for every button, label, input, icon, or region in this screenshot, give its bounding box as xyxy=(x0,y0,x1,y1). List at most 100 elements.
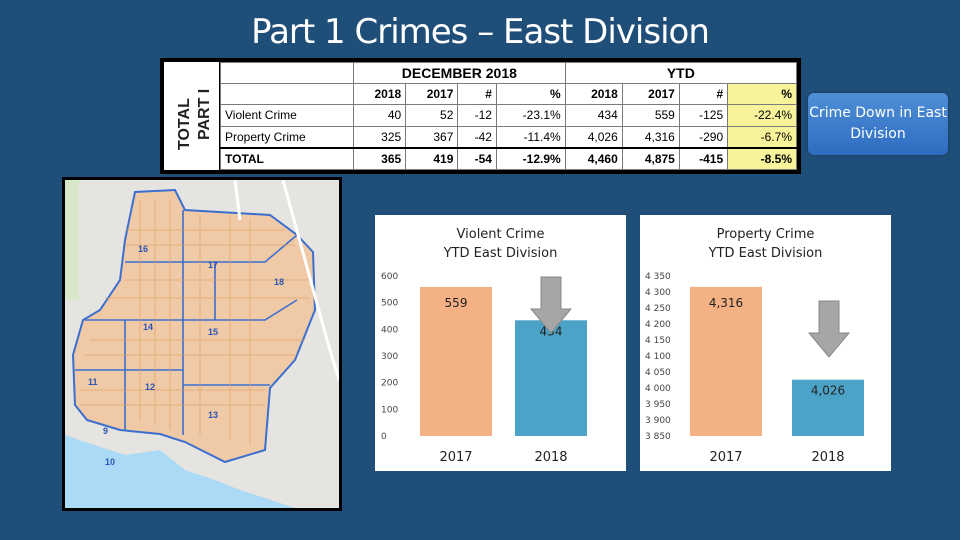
row-label: Property Crime xyxy=(220,125,354,149)
y-tick-label: 100 xyxy=(381,405,398,415)
table-cell: -54 xyxy=(457,146,497,170)
map-label-14: 14 xyxy=(143,322,153,332)
table-cell: -23.1% xyxy=(495,104,566,127)
table-cell: 365 xyxy=(352,146,407,170)
y-tick-label: 200 xyxy=(381,379,398,389)
table-cell: 4,316 xyxy=(621,125,680,149)
table-cell: -12 xyxy=(457,104,497,127)
map-label-11: 11 xyxy=(88,377,98,387)
table-cell: -290 xyxy=(678,125,729,149)
chart-title-line1: Property Crime xyxy=(716,227,815,242)
property-crime-chart: Property Crime YTD East Division 3 850 3 … xyxy=(640,215,891,471)
x-tick-label: 2018 xyxy=(534,450,567,465)
down-arrow-icon xyxy=(807,300,851,358)
y-tick-label: 400 xyxy=(381,325,398,335)
y-tick-label: 4 050 xyxy=(645,368,671,378)
crime-table-frame: TOTAL PART I DECEMBER 2018 YTD 2018 2017… xyxy=(160,58,801,174)
y-tick-label: 4 150 xyxy=(645,336,671,346)
y-tick-label: 4 200 xyxy=(645,320,671,330)
table-row: Violent Crime 40 52 -12 -23.1% 434 559 -… xyxy=(220,104,797,127)
y-tick-label: 3 900 xyxy=(645,416,671,426)
bar xyxy=(420,286,492,436)
page-title: Part 1 Crimes – East Division xyxy=(251,12,710,52)
map-label-12: 12 xyxy=(145,382,155,392)
property-crime-plot: 3 850 3 900 3 950 4 000 4 050 4 100 4 150 4 200… xyxy=(645,272,864,465)
table-cell: 4,460 xyxy=(564,146,623,170)
table-cell: 419 xyxy=(405,146,459,170)
bar xyxy=(515,320,587,436)
table-cell: -12.9% xyxy=(495,146,566,170)
table-cell: -22.4% xyxy=(727,104,797,127)
group-header-december: DECEMBER 2018 xyxy=(353,61,566,85)
x-tick-label: 2018 xyxy=(811,450,844,465)
column-header: % xyxy=(727,83,797,106)
table-row: Property Crime 325 367 -42 -11.4% 4,026 … xyxy=(220,125,797,149)
violent-crime-plot: 010020030040050060055920174342018 xyxy=(381,272,587,465)
vertical-label-total: TOTAL xyxy=(176,98,193,150)
chart-title: Property Crime YTD East Division xyxy=(640,225,891,263)
table-cell: -42 xyxy=(457,125,497,149)
callout-crime-down: Crime Down in East Division xyxy=(808,93,948,155)
y-tick-label: 3 950 xyxy=(645,400,671,410)
column-header: % xyxy=(495,83,566,106)
crime-table: DECEMBER 2018 YTD 2018 2017 # % 2018 201… xyxy=(220,61,798,170)
group-header-ytd: YTD xyxy=(564,61,798,85)
vertical-label-part: PART I xyxy=(196,88,213,140)
down-arrow-icon xyxy=(529,276,573,334)
chart-title-line2: YTD East Division xyxy=(443,246,558,261)
column-header: # xyxy=(457,83,497,106)
table-cell: -8.5% xyxy=(727,146,797,170)
column-header: 2017 xyxy=(405,83,459,106)
data-label: 4,026 xyxy=(811,384,845,398)
chart-title-line2: YTD East Division xyxy=(708,246,823,261)
table-row-total: TOTAL 365 419 -54 -12.9% 4,460 4,875 -41… xyxy=(220,146,797,170)
table-cell: 367 xyxy=(405,125,459,149)
y-tick-label: 4 300 xyxy=(645,288,671,298)
table-cell: 52 xyxy=(405,104,459,127)
column-header: 2017 xyxy=(621,83,680,106)
column-header: 2018 xyxy=(352,83,407,106)
map-label-16: 16 xyxy=(138,244,148,254)
chart-title: Violent Crime YTD East Division xyxy=(375,225,626,263)
y-tick-label: 4 000 xyxy=(645,384,671,394)
table-cell: -6.7% xyxy=(727,125,797,149)
map-label-15: 15 xyxy=(208,327,218,337)
table-cell: -125 xyxy=(678,104,729,127)
y-tick-label: 4 250 xyxy=(645,304,671,314)
table-cell: 4,875 xyxy=(621,146,680,170)
bar xyxy=(792,379,864,436)
table-cell: 40 xyxy=(352,104,407,127)
data-label: 559 xyxy=(445,296,468,310)
x-tick-label: 2017 xyxy=(709,450,742,465)
map-label-10: 10 xyxy=(105,457,115,467)
data-label: 4,316 xyxy=(709,296,743,310)
column-header: 2018 xyxy=(564,83,623,106)
violent-crime-chart: Violent Crime YTD East Division 0 100 200 3… xyxy=(375,215,626,471)
map-label-9: 9 xyxy=(103,426,108,436)
x-tick-label: 2017 xyxy=(439,450,472,465)
table-cell: 325 xyxy=(352,125,407,149)
table-cell: 559 xyxy=(621,104,680,127)
division-map: 16 17 18 14 15 11 12 13 9 10 xyxy=(62,177,342,511)
table-vertical-label: TOTAL PART I xyxy=(164,62,221,170)
table-cell: -11.4% xyxy=(495,125,566,149)
map-label-17: 17 xyxy=(208,260,218,270)
chart-title-line1: Violent Crime xyxy=(456,227,545,242)
y-tick-label: 4 350 xyxy=(645,272,671,282)
map-label-13: 13 xyxy=(208,410,218,420)
table-cell: -415 xyxy=(678,146,729,170)
y-tick-label: 300 xyxy=(381,352,398,362)
y-tick-label: 600 xyxy=(381,272,398,282)
column-header: # xyxy=(678,83,729,106)
bar xyxy=(690,286,762,436)
row-label: TOTAL xyxy=(220,146,354,170)
y-tick-label: 500 xyxy=(381,299,398,309)
table-cell: 434 xyxy=(564,104,623,127)
map-graphic: 16 17 18 14 15 11 12 13 9 10 xyxy=(65,180,339,508)
y-tick-label: 3 850 xyxy=(645,432,671,442)
table-cell: 4,026 xyxy=(564,125,623,149)
y-tick-label: 0 xyxy=(381,432,387,442)
map-label-18: 18 xyxy=(274,277,284,287)
row-label: Violent Crime xyxy=(220,104,354,127)
y-tick-label: 4 100 xyxy=(645,352,671,362)
